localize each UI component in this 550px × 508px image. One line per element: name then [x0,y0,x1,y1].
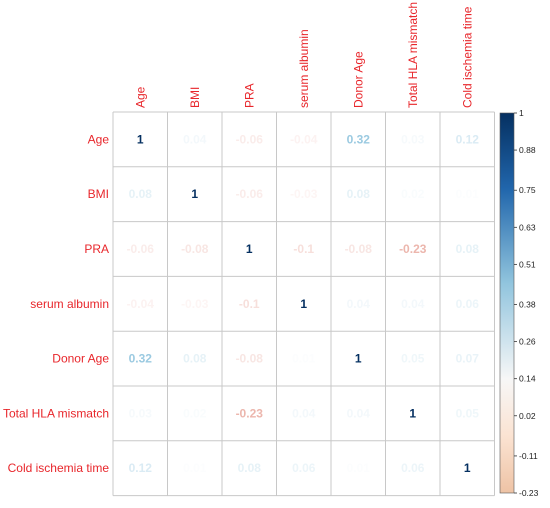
colorbar-tick-label: -0.11 [519,451,538,461]
cell-value-2-3: -0.1 [293,242,314,256]
cell-value-3-3: 1 [300,297,307,311]
colorbar-tick-label: 0.63 [519,222,536,232]
row-label: Cold ischemia time [8,461,110,475]
cell-value-2-2: 1 [246,242,253,256]
cell-value-4-1: 0.08 [183,352,207,366]
row-label: PRA [84,242,109,256]
cell-value-4-0: 0.32 [129,352,153,366]
cell-value-1-4: 0.08 [347,187,371,201]
cell-value-6-4: 0.01 [347,461,371,475]
cell-value-2-6: 0.08 [456,242,480,256]
cell-value-2-5: -0.23 [399,242,427,256]
row-label: Donor Age [52,352,109,366]
cell-value-2-0: -0.06 [127,242,155,256]
cell-value-5-5: 1 [409,406,416,420]
cell-value-1-5: 0.02 [401,187,425,201]
cell-value-6-6: 1 [464,461,471,475]
cell-value-6-0: 0.12 [129,461,153,475]
colorbar-tick-label: 0.14 [519,374,536,384]
row-label: Age [88,132,110,146]
matrix-gridlines [112,111,495,497]
column-label: Total HLA mismatch [406,2,420,108]
cell-value-3-0: -0.04 [127,297,155,311]
cell-value-2-4: -0.08 [345,242,373,256]
cell-value-4-4: 1 [355,352,362,366]
column-label: BMI [188,87,202,108]
colorbar-tick-label: 0.02 [519,411,536,421]
cell-value-6-2: 0.08 [238,461,262,475]
cell-value-4-2: -0.08 [236,352,264,366]
row-label: Total HLA mismatch [3,406,109,420]
cell-value-0-1: 0.04 [183,132,207,146]
cell-value-1-6: 0.01 [456,187,480,201]
cell-value-2-1: -0.08 [181,242,209,256]
cell-value-0-3: -0.04 [290,132,318,146]
colorbar-tick-label: -0.23 [519,488,539,498]
row-label: serum albumin [30,297,109,311]
colorbar-gradient [499,112,515,494]
colorbar-tick-label: 0.38 [519,300,536,310]
column-label: Donor Age [351,51,365,108]
row-label: BMI [88,187,109,201]
colorbar-tick-label: 1 [519,108,524,118]
cell-value-4-3: 0.01 [292,352,316,366]
cell-value-3-2: -0.1 [239,297,260,311]
colorbar-tick-label: 0.26 [519,337,536,347]
cell-value-5-4: 0.04 [347,406,371,420]
cell-value-6-3: 0.06 [292,461,316,475]
cell-value-6-1: 0.01 [183,461,207,475]
cell-value-6-5: 0.06 [401,461,425,475]
cell-value-0-0: 1 [137,132,144,146]
cell-value-3-6: 0.06 [456,297,480,311]
cell-value-4-5: 0.05 [401,352,425,366]
cell-value-5-0: 0.03 [129,406,153,420]
row-labels: Age BMI PRA serum albumin Donor Age Total HLA… [3,132,109,475]
cell-value-5-2: -0.23 [236,406,264,420]
cell-value-3-5: 0.04 [401,297,425,311]
cell-value-5-1: 0.02 [183,406,207,420]
column-label: Cold ischemia time [460,6,474,108]
cell-value-0-5: 0.03 [401,132,425,146]
cell-value-0-2: -0.06 [236,132,264,146]
colorbar-legend: 1 0.88 0.75 0.63 0.51 0.38 0.26 0.14 0.02 -0.11 -0… [499,108,539,498]
cell-value-1-2: -0.06 [236,187,264,201]
cell-value-1-1: 1 [191,187,198,201]
colorbar-tick-label: 0.75 [519,185,536,195]
matrix-cells: 1 0.04 -0.06 -0.04 0.32 0.03 0.12 0.08 1 -0.06 -0.… [127,132,480,475]
column-label: serum albumin [297,29,311,108]
cell-value-1-0: 0.08 [129,187,153,201]
cell-value-1-3: -0.03 [290,187,318,201]
cell-value-3-1: -0.03 [181,297,209,311]
cell-value-4-6: 0.07 [456,352,480,366]
cell-value-3-4: 0.04 [347,297,371,311]
column-label: Age [133,86,147,108]
cell-value-5-3: 0.04 [292,406,316,420]
cell-value-0-4: 0.32 [347,132,371,146]
colorbar-tick-label: 0.51 [519,259,536,269]
cell-value-5-6: 0.05 [456,406,480,420]
column-labels: Age BMI PRA serum albumin Donor Age Total HLA… [133,2,474,108]
colorbar-tick-label: 0.88 [519,145,536,155]
column-label: PRA [242,83,256,108]
cell-value-0-6: 0.12 [456,132,480,146]
